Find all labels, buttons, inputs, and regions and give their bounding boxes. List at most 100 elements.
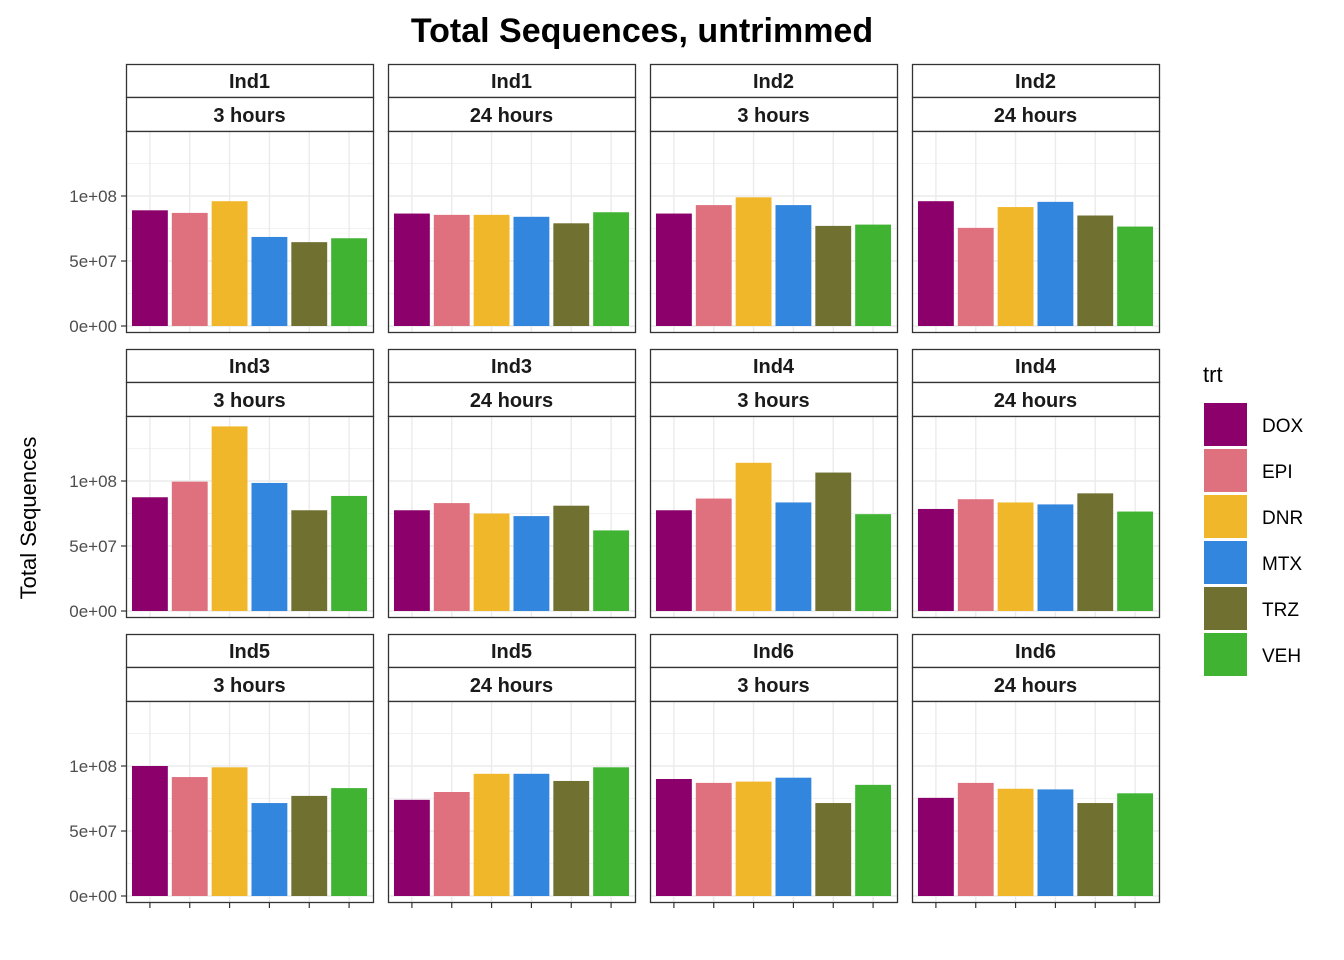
legend-item: DOX xyxy=(1204,403,1304,446)
legend-swatch xyxy=(1204,541,1247,584)
y-tick-label: 0e+00 xyxy=(69,317,117,336)
bar-mtx xyxy=(775,205,812,326)
strip-time-box xyxy=(125,381,375,418)
strip-time-label: 3 hours xyxy=(213,390,285,412)
strip-time-label: 24 hours xyxy=(994,390,1077,412)
facet-panel: Ind3 24 hours xyxy=(387,348,637,619)
bar-epi xyxy=(433,792,470,896)
bar-dnr xyxy=(211,426,248,611)
bar-veh xyxy=(1117,511,1154,611)
strip-time-label: 24 hours xyxy=(994,105,1077,127)
strip-individual-box xyxy=(649,63,899,99)
chart-title: Total Sequences, untrimmed xyxy=(411,12,873,50)
legend-label: DNR xyxy=(1262,508,1303,529)
bar-dox xyxy=(655,213,692,326)
bar-epi xyxy=(171,481,208,611)
bar-mtx xyxy=(513,773,550,896)
bar-epi xyxy=(433,214,470,326)
strip-individual-box xyxy=(649,633,899,669)
bar-veh xyxy=(1117,226,1154,326)
strip-time-box xyxy=(649,96,899,133)
strip-individual-label: Ind1 xyxy=(491,71,532,93)
bar-epi xyxy=(695,782,732,896)
bar-dox xyxy=(655,510,692,611)
bar-trz xyxy=(1077,803,1114,896)
bar-epi xyxy=(695,498,732,611)
bar-veh xyxy=(1117,793,1154,896)
y-tick-label: 5e+07 xyxy=(69,537,117,556)
bar-mtx xyxy=(513,216,550,326)
bar-dnr xyxy=(473,513,510,611)
legend-label: TRZ xyxy=(1262,600,1299,621)
strip-individual-box xyxy=(125,348,375,384)
panel-border xyxy=(649,415,899,619)
strip-time-label: 3 hours xyxy=(213,675,285,697)
bar-trz xyxy=(291,510,328,611)
facet-panel: Ind6 24 hours xyxy=(911,633,1161,908)
bar-trz xyxy=(291,795,328,896)
facet-panel: Ind3 3 hours 0e+00 5e+07 1e+08 xyxy=(69,348,375,621)
facet-panel: Ind1 24 hours xyxy=(387,63,637,334)
strip-individual-label: Ind4 xyxy=(753,356,795,378)
strip-individual-label: Ind6 xyxy=(753,641,794,663)
panel-border xyxy=(387,700,637,904)
bar-trz xyxy=(815,472,852,611)
strip-time-box xyxy=(911,96,1161,133)
strip-individual-label: Ind3 xyxy=(229,356,270,378)
bar-mtx xyxy=(775,502,812,611)
y-tick-label: 1e+08 xyxy=(69,757,117,776)
bar-dox xyxy=(393,510,430,611)
bar-trz xyxy=(291,242,328,326)
y-tick-label: 0e+00 xyxy=(69,887,117,906)
facet-panel: Ind1 3 hours 0e+00 5e+07 1e+08 xyxy=(69,63,375,336)
bar-mtx xyxy=(251,803,288,896)
panel-border xyxy=(649,130,899,334)
strip-individual-label: Ind6 xyxy=(1015,641,1056,663)
strip-time-label: 3 hours xyxy=(737,105,809,127)
bar-dnr xyxy=(211,767,248,896)
strip-time-label: 3 hours xyxy=(737,390,809,412)
bar-dnr xyxy=(473,773,510,896)
strip-time-label: 24 hours xyxy=(470,105,553,127)
legend-swatch xyxy=(1204,587,1247,630)
bar-mtx xyxy=(1037,789,1074,896)
legend-swatch xyxy=(1204,495,1247,538)
facet-panel: Ind2 24 hours xyxy=(911,63,1161,334)
bar-dox xyxy=(131,210,168,326)
y-tick-label: 5e+07 xyxy=(69,252,117,271)
y-tick-label: 0e+00 xyxy=(69,602,117,621)
bar-trz xyxy=(815,803,852,896)
strip-individual-label: Ind5 xyxy=(229,641,270,663)
strip-individual-box xyxy=(125,63,375,99)
bar-trz xyxy=(553,223,590,326)
legend-swatch xyxy=(1204,403,1247,446)
bar-trz xyxy=(815,225,852,326)
legend: trt DOX EPI DNR MTX TRZ VEH xyxy=(1203,362,1304,676)
bar-veh xyxy=(855,784,892,896)
strip-time-label: 3 hours xyxy=(213,105,285,127)
bar-veh xyxy=(593,212,630,326)
bar-dox xyxy=(917,201,954,326)
bar-epi xyxy=(171,212,208,326)
strip-time-label: 24 hours xyxy=(470,390,553,412)
legend-label: MTX xyxy=(1262,554,1302,575)
y-tick-label: 5e+07 xyxy=(69,822,117,841)
legend-swatch xyxy=(1204,633,1247,676)
strip-time-label: 24 hours xyxy=(470,675,553,697)
bar-dox xyxy=(917,508,954,611)
bar-dnr xyxy=(997,502,1034,611)
bar-veh xyxy=(593,530,630,611)
legend-swatch xyxy=(1204,449,1247,492)
panel-border xyxy=(649,700,899,904)
facet-panel: Ind4 3 hours xyxy=(649,348,899,619)
bar-dox xyxy=(917,797,954,896)
legend-label: EPI xyxy=(1262,462,1293,483)
bar-dnr xyxy=(735,462,772,611)
bar-veh xyxy=(855,224,892,326)
legend-label: VEH xyxy=(1262,646,1301,667)
strip-individual-label: Ind2 xyxy=(1015,71,1056,93)
strip-individual-box xyxy=(911,633,1161,669)
bar-dnr xyxy=(211,201,248,326)
bar-mtx xyxy=(251,482,288,611)
